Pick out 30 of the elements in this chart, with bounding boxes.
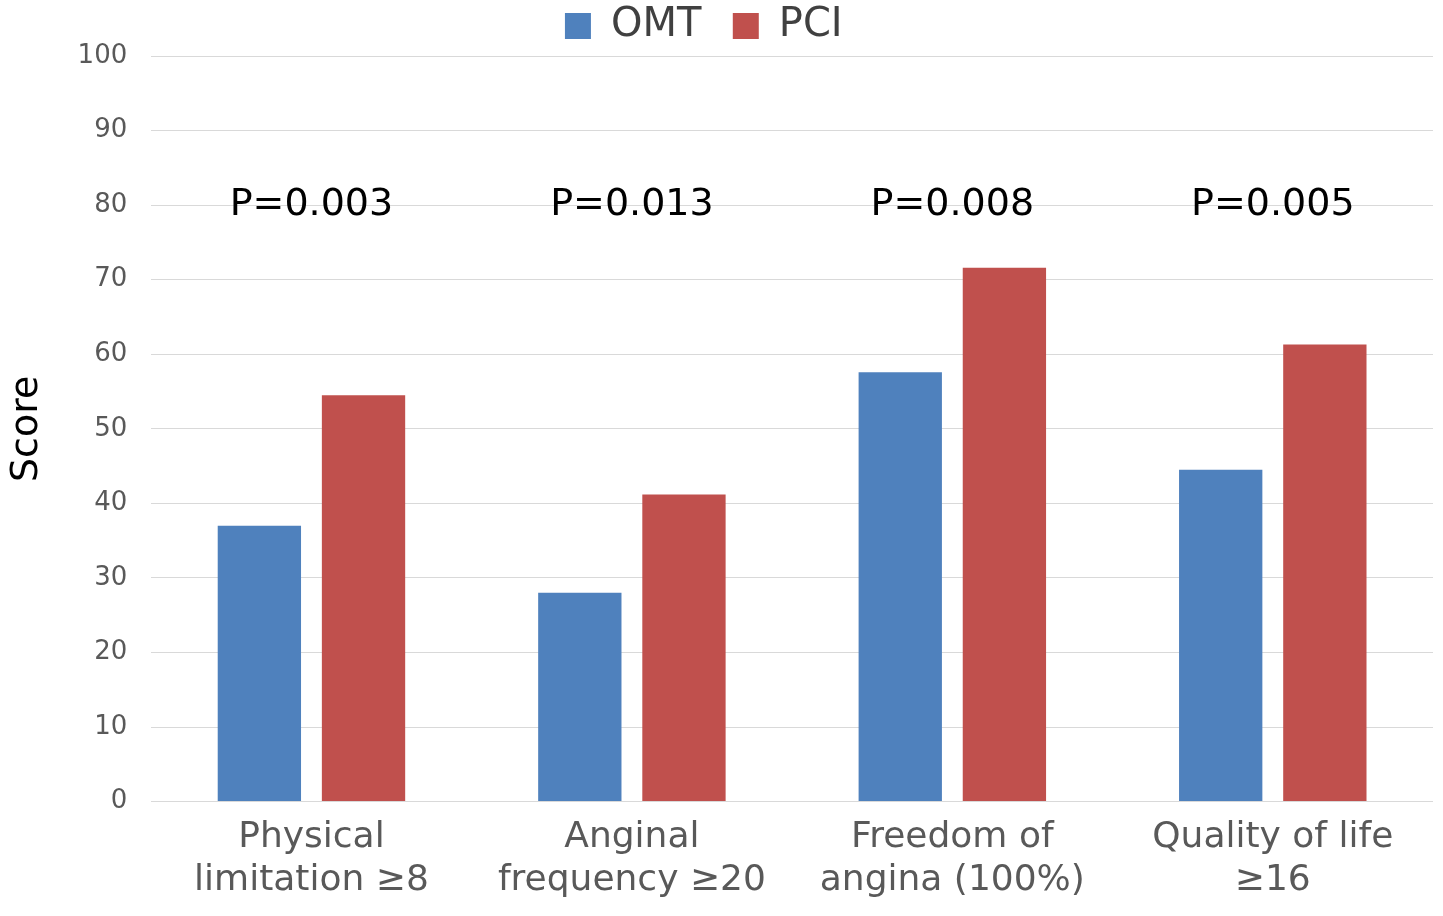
annotation: P=0.013	[550, 179, 714, 224]
bar	[962, 267, 1047, 802]
bar	[1283, 344, 1367, 802]
bar	[538, 592, 622, 802]
y-tick-label: 0	[110, 784, 128, 815]
y-tick-label: 60	[94, 336, 128, 367]
x-tick-label: Quality of life ≥16	[1152, 813, 1394, 898]
y-axis-title: Score	[1, 375, 46, 483]
bar	[217, 525, 302, 802]
legend-label: OMT	[610, 0, 727, 46]
bar	[642, 494, 726, 802]
bar	[858, 372, 942, 802]
y-tick-label: 80	[94, 187, 128, 218]
bar	[321, 395, 406, 802]
y-tick-label: 20	[94, 635, 128, 666]
annotation: P=0.003	[229, 179, 394, 224]
x-tick-label: Anginal frequency ≥20	[497, 813, 766, 898]
legend-label: PCI	[778, 0, 869, 46]
annotation: P=0.005	[1191, 179, 1355, 224]
annotation: P=0.008	[870, 179, 1035, 224]
x-tick-label: Physical limitation ≥8	[194, 813, 429, 898]
y-tick-label: 50	[94, 411, 128, 442]
y-tick-label: 30	[94, 560, 128, 591]
bar	[1179, 469, 1263, 802]
y-tick-label: 90	[94, 113, 128, 144]
x-tick-label: Freedom of angina (100%)	[819, 813, 1085, 898]
y-tick-label: 40	[94, 486, 128, 517]
y-tick-label: 100	[77, 38, 128, 69]
y-tick-label: 10	[94, 709, 128, 740]
y-tick-label: 70	[94, 262, 128, 293]
